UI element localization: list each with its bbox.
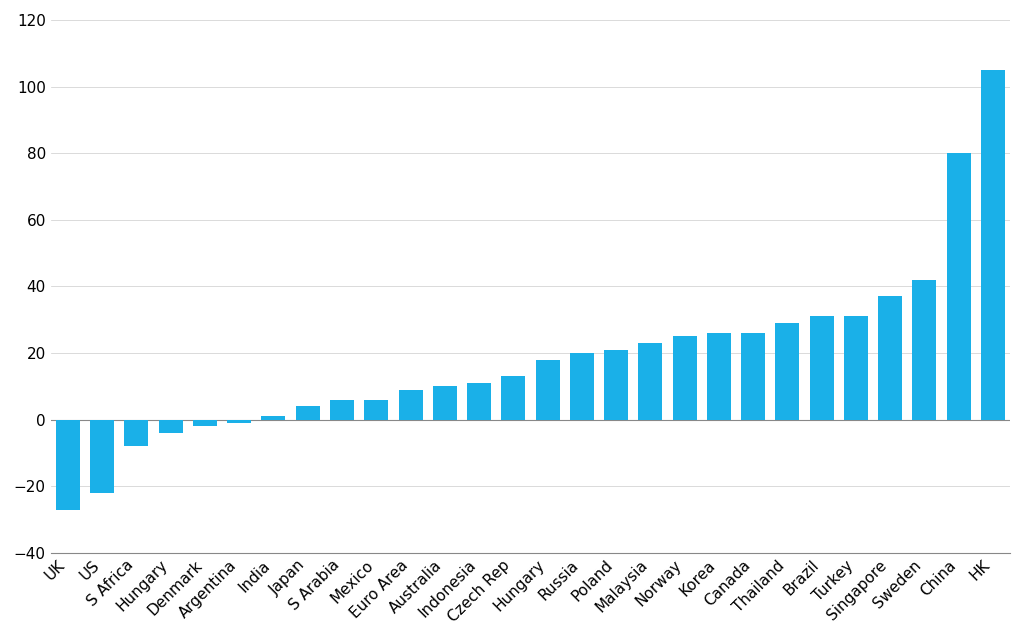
- Bar: [330, 399, 354, 420]
- Bar: [90, 420, 114, 493]
- Bar: [673, 336, 696, 420]
- Bar: [981, 70, 1005, 420]
- Bar: [912, 280, 936, 420]
- Bar: [775, 323, 800, 420]
- Bar: [604, 350, 628, 420]
- Bar: [536, 360, 559, 420]
- Bar: [502, 376, 525, 420]
- Bar: [261, 416, 286, 420]
- Bar: [467, 383, 492, 420]
- Bar: [296, 406, 319, 420]
- Bar: [227, 420, 251, 423]
- Bar: [193, 420, 217, 426]
- Bar: [56, 420, 80, 509]
- Bar: [741, 333, 765, 420]
- Bar: [159, 420, 182, 433]
- Bar: [810, 316, 834, 420]
- Bar: [433, 386, 457, 420]
- Bar: [707, 333, 731, 420]
- Bar: [569, 353, 594, 420]
- Bar: [124, 420, 148, 446]
- Bar: [844, 316, 868, 420]
- Bar: [947, 153, 971, 420]
- Bar: [879, 296, 902, 420]
- Bar: [638, 343, 663, 420]
- Bar: [365, 399, 388, 420]
- Bar: [398, 390, 423, 420]
